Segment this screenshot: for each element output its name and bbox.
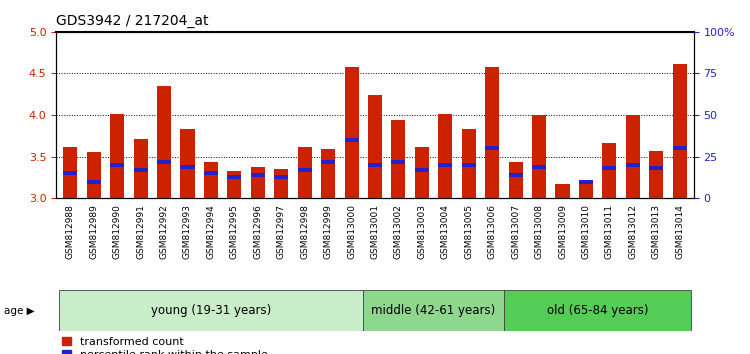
Bar bbox=[227, 171, 242, 198]
Bar bbox=[556, 184, 569, 198]
Bar bbox=[134, 168, 148, 172]
Bar bbox=[227, 175, 242, 179]
Bar bbox=[485, 67, 500, 198]
Bar bbox=[438, 114, 452, 198]
Legend: transformed count, percentile rank within the sample: transformed count, percentile rank withi… bbox=[62, 337, 268, 354]
Bar bbox=[63, 171, 77, 175]
Bar bbox=[321, 160, 335, 164]
Bar bbox=[344, 138, 358, 142]
Bar bbox=[392, 160, 406, 164]
Bar bbox=[204, 171, 218, 175]
Text: GDS3942 / 217204_at: GDS3942 / 217204_at bbox=[56, 14, 208, 28]
Bar bbox=[415, 168, 429, 172]
Bar bbox=[509, 173, 523, 177]
Bar bbox=[532, 115, 546, 198]
Bar bbox=[532, 165, 546, 169]
Bar bbox=[298, 168, 312, 172]
Bar bbox=[579, 180, 593, 198]
Bar bbox=[509, 162, 523, 198]
Bar bbox=[87, 152, 100, 198]
Bar bbox=[274, 169, 288, 198]
Bar bbox=[415, 148, 429, 198]
Bar bbox=[87, 179, 100, 184]
FancyBboxPatch shape bbox=[504, 290, 692, 331]
Bar bbox=[157, 160, 171, 164]
Bar bbox=[392, 120, 406, 198]
Bar bbox=[157, 86, 171, 198]
Bar bbox=[181, 129, 194, 198]
Bar bbox=[368, 95, 382, 198]
Bar bbox=[63, 148, 77, 198]
Text: middle (42-61 years): middle (42-61 years) bbox=[371, 304, 496, 317]
Bar bbox=[626, 163, 640, 167]
Bar bbox=[251, 167, 265, 198]
Bar bbox=[438, 163, 452, 167]
Bar bbox=[321, 149, 335, 198]
Bar bbox=[181, 165, 194, 169]
Bar bbox=[673, 146, 687, 150]
Bar bbox=[602, 143, 616, 198]
Bar bbox=[368, 163, 382, 167]
Bar bbox=[344, 67, 358, 198]
Bar bbox=[485, 146, 500, 150]
Bar bbox=[579, 179, 593, 184]
Text: age ▶: age ▶ bbox=[4, 306, 34, 316]
Bar bbox=[650, 166, 663, 170]
Text: young (19-31 years): young (19-31 years) bbox=[151, 304, 271, 317]
Bar bbox=[602, 166, 616, 170]
Bar bbox=[251, 173, 265, 177]
Text: old (65-84 years): old (65-84 years) bbox=[547, 304, 649, 317]
Bar bbox=[462, 163, 476, 167]
Bar bbox=[274, 175, 288, 179]
Bar bbox=[134, 139, 148, 198]
Bar bbox=[110, 163, 125, 167]
Bar bbox=[650, 151, 663, 198]
Bar bbox=[298, 148, 312, 198]
Bar bbox=[673, 64, 687, 198]
Bar bbox=[626, 115, 640, 198]
FancyBboxPatch shape bbox=[363, 290, 504, 331]
Bar bbox=[110, 114, 125, 198]
Bar bbox=[462, 129, 476, 198]
FancyBboxPatch shape bbox=[58, 290, 363, 331]
Bar bbox=[204, 162, 218, 198]
